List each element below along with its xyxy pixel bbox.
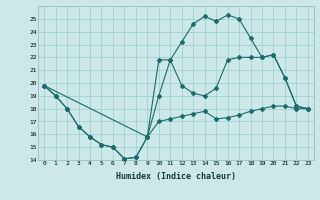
X-axis label: Humidex (Indice chaleur): Humidex (Indice chaleur) — [116, 172, 236, 181]
